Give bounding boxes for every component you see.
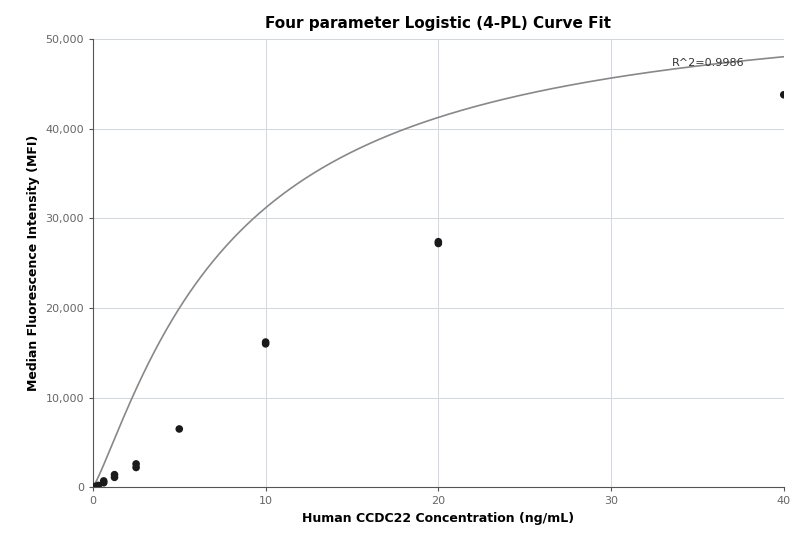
Point: [259, 338, 272, 347]
Text: R^2=0.9986: R^2=0.9986: [671, 58, 744, 68]
Point: [432, 237, 445, 246]
Point: [129, 463, 142, 472]
Point: [129, 459, 142, 468]
Point: [97, 478, 110, 487]
Point: [259, 339, 272, 348]
Point: [108, 473, 121, 482]
Point: [108, 470, 121, 479]
X-axis label: Human CCDC22 Concentration (ng/mL): Human CCDC22 Concentration (ng/mL): [302, 512, 574, 525]
Point: [97, 477, 110, 486]
Point: [432, 239, 445, 248]
Point: [92, 481, 105, 490]
Point: [89, 482, 102, 491]
Point: [173, 424, 186, 433]
Y-axis label: Median Fluorescence Intensity (MFI): Median Fluorescence Intensity (MFI): [27, 135, 40, 391]
Title: Four parameter Logistic (4-PL) Curve Fit: Four parameter Logistic (4-PL) Curve Fit: [265, 16, 612, 31]
Point: [777, 90, 790, 99]
